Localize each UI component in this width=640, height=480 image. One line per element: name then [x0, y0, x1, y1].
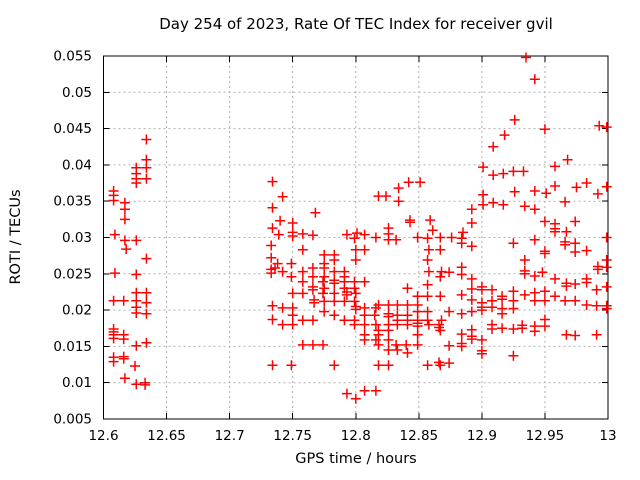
y-tick-label: 0.02 — [62, 303, 92, 319]
y-tick-label: 0.01 — [62, 375, 92, 391]
y-tick-label: 0.035 — [53, 194, 92, 210]
y-tick-label: 0.04 — [62, 157, 92, 173]
x-tick-label: 12.65 — [147, 428, 186, 444]
x-tick-label: 12.8 — [341, 428, 371, 444]
x-tick-label: 12.85 — [399, 428, 438, 444]
y-tick-label: 0.015 — [53, 339, 92, 355]
y-tick-label: 0.03 — [62, 230, 92, 246]
x-tick-label: 12.9 — [467, 428, 497, 444]
x-tick-label: 12.75 — [273, 428, 312, 444]
y-tick-label: 0.025 — [53, 266, 92, 282]
x-tick-label: 13 — [599, 428, 616, 444]
x-tick-label: 12.7 — [215, 428, 245, 444]
x-axis-label: GPS time / hours — [295, 451, 417, 467]
x-tick-label: 12.6 — [88, 428, 118, 444]
chart-title: Day 254 of 2023, Rate Of TEC Index for r… — [159, 15, 553, 33]
y-tick-label: 0.055 — [53, 49, 92, 65]
data-points — [108, 52, 612, 404]
y-tick-label: 0.05 — [62, 85, 92, 101]
y-tick-label: 0.005 — [53, 412, 92, 428]
x-tick-label: 12.95 — [526, 428, 565, 444]
y-tick-label: 0.045 — [53, 121, 92, 137]
